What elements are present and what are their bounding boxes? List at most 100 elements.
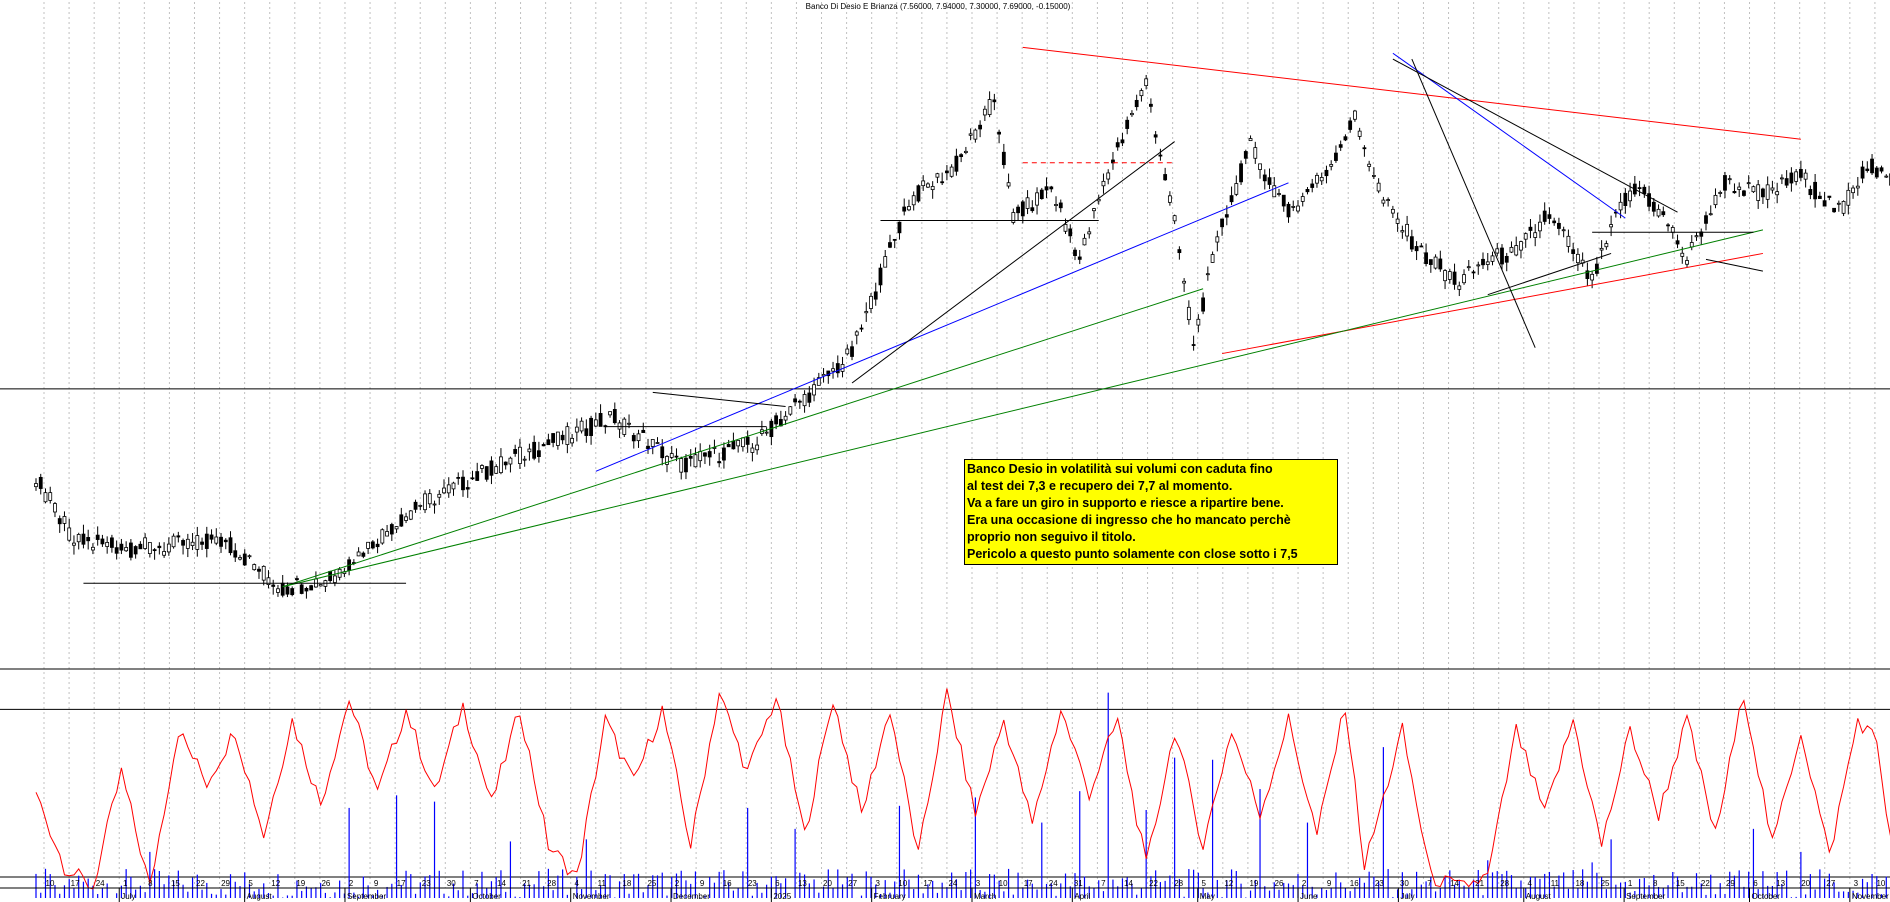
price-bar-body [1205, 273, 1210, 276]
price-bar-body [797, 400, 802, 403]
price-bar-body [1353, 110, 1357, 120]
price-bar-body [214, 536, 219, 544]
price-bar-body [835, 363, 840, 374]
price-bar-body [1523, 233, 1528, 240]
price-bar-body [418, 504, 423, 507]
price-bar-body [1609, 224, 1614, 228]
price-bar-body [546, 439, 551, 446]
price-bar-body [380, 529, 385, 544]
price-bar-body [1817, 195, 1822, 199]
price-bar-body [584, 428, 589, 436]
price-bar-body [722, 447, 726, 461]
price-bar-body [892, 238, 897, 241]
price-bar-body [1158, 154, 1163, 157]
price-bar-body [1547, 214, 1552, 219]
day-tick-label: 22 [1149, 879, 1158, 888]
price-bar-body [57, 518, 62, 525]
price-bar-body [261, 565, 266, 581]
trend-line-trend [851, 141, 1175, 384]
day-tick-label: 30 [1400, 879, 1409, 888]
price-bar-body [1087, 231, 1092, 235]
day-tick-label: 26 [1275, 879, 1284, 888]
price-bar-body [1049, 186, 1054, 190]
trend-line-resistance [1022, 46, 1801, 140]
price-bar-body [1210, 254, 1215, 263]
price-bar-body [1723, 175, 1727, 191]
price-bar-body [124, 547, 129, 552]
price-bar-body [783, 415, 788, 421]
price-bar-body [1020, 201, 1025, 217]
price-bar-body [703, 452, 707, 457]
price-bar-body [1879, 167, 1884, 172]
price-bar-body [831, 368, 835, 372]
price-bar-body [1756, 184, 1761, 201]
day-tick-label: 12 [1224, 879, 1233, 888]
price-bar-body [959, 154, 964, 157]
price-bar-body [1025, 197, 1030, 209]
price-bar-body [674, 455, 679, 458]
price-bar-body [954, 155, 959, 172]
price-bar-body [1713, 194, 1718, 206]
trend-line-trend [1392, 58, 1678, 213]
price-bar-body [816, 377, 821, 386]
annotation-line: proprio non seguivo il titolo. [967, 530, 1136, 544]
price-bar-body [883, 256, 888, 268]
price-bar-body [940, 181, 945, 184]
price-bar-body [1742, 190, 1746, 196]
price-bar-body [612, 409, 617, 424]
price-bar-body [304, 588, 309, 592]
price-bar-body [655, 442, 660, 444]
price-bar-body [1357, 130, 1362, 137]
day-tick-label: 24 [96, 879, 105, 888]
price-bar-body [1324, 169, 1329, 177]
price-bar-body [247, 555, 252, 558]
price-bar-body [1296, 205, 1300, 212]
day-tick-label: 25 [1601, 879, 1610, 888]
price-bar-body [399, 514, 404, 527]
price-bar-body [1177, 249, 1182, 254]
price-bar-body [228, 537, 233, 554]
price-bar-body [935, 173, 940, 178]
price-bar-body [617, 422, 622, 430]
day-tick-label: 27 [848, 879, 857, 888]
price-bar-body [807, 392, 812, 403]
price-bar-body [394, 526, 399, 530]
day-tick-label: 5 [248, 879, 253, 888]
price-bar-body [636, 433, 641, 442]
day-tick-label: 8 [148, 879, 153, 888]
month-label: December [673, 892, 710, 901]
price-bar-body [1267, 177, 1272, 185]
price-bar-body [1504, 255, 1509, 263]
day-tick-label: 21 [1475, 879, 1484, 888]
price-bar-body [91, 546, 95, 551]
price-bar-body [508, 457, 513, 465]
price-bar-body [233, 550, 238, 558]
price-bar-body [1642, 186, 1647, 195]
day-tick-label: 20 [1801, 879, 1810, 888]
price-bar-body [926, 183, 930, 188]
price-bar-body [1528, 226, 1533, 231]
price-bar-body [1414, 246, 1419, 252]
price-bar-body [309, 585, 314, 591]
price-bar-body [1447, 271, 1452, 280]
chart-title: Banco Di Desio E Brianza (7.56000, 7.940… [806, 2, 1071, 11]
price-bar-body [1120, 139, 1125, 144]
price-bar-body [1832, 207, 1836, 213]
price-bar-body [869, 295, 873, 309]
price-bar-body [1651, 201, 1656, 212]
price-bar-body [1068, 228, 1073, 237]
day-tick-label: 25 [647, 879, 656, 888]
price-bar-body [1376, 182, 1381, 192]
day-tick-label: 4 [574, 879, 579, 888]
price-bar-body [1390, 208, 1395, 214]
price-bar-body [1400, 230, 1405, 233]
price-bar-body [1552, 220, 1557, 224]
price-bar-body [1685, 260, 1689, 265]
price-bar-body [1291, 205, 1296, 208]
price-bar-body [850, 346, 854, 357]
day-tick-label: 10 [898, 879, 907, 888]
day-tick-label: 4 [1528, 879, 1533, 888]
price-bar-body [366, 541, 371, 549]
day-tick-label: 31 [1074, 879, 1083, 888]
trend-line-trend [1705, 258, 1764, 272]
